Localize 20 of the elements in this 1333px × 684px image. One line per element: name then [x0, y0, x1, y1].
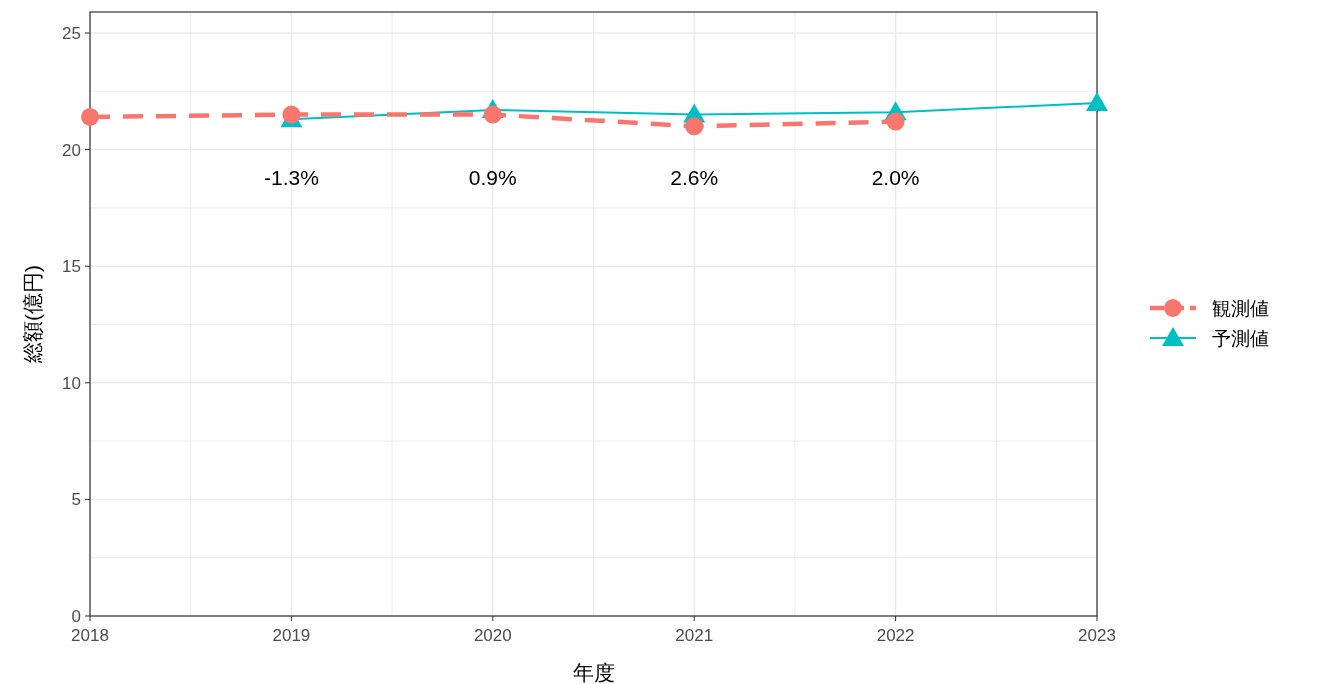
x-tick-label: 2020	[473, 626, 512, 645]
y-tick-label: 25	[62, 23, 81, 43]
x-tick-label: 2019	[272, 626, 311, 645]
x-tick-label: 2018	[71, 626, 109, 645]
x-tick-label: 2021	[675, 626, 714, 645]
annotation: 2.0%	[871, 166, 920, 189]
annotation: -1.3%	[263, 166, 319, 189]
y-tick-label: 5	[71, 490, 81, 510]
y-tick-label: 10	[62, 373, 81, 393]
legend-label: 観測値	[1212, 298, 1269, 319]
annotation: 2.6%	[670, 166, 719, 189]
legend-label: 予測値	[1212, 328, 1269, 349]
y-tick-label: 20	[62, 140, 81, 160]
y-tick-label: 0	[71, 607, 81, 626]
x-tick-label: 2022	[876, 626, 915, 645]
y-tick-label: 15	[62, 257, 81, 277]
x-tick-label: 2023	[1078, 626, 1116, 645]
annotation: 0.9%	[468, 166, 517, 189]
x-axis-title: 年度	[572, 661, 615, 684]
y-axis-title: 総額(億円)	[21, 265, 44, 364]
